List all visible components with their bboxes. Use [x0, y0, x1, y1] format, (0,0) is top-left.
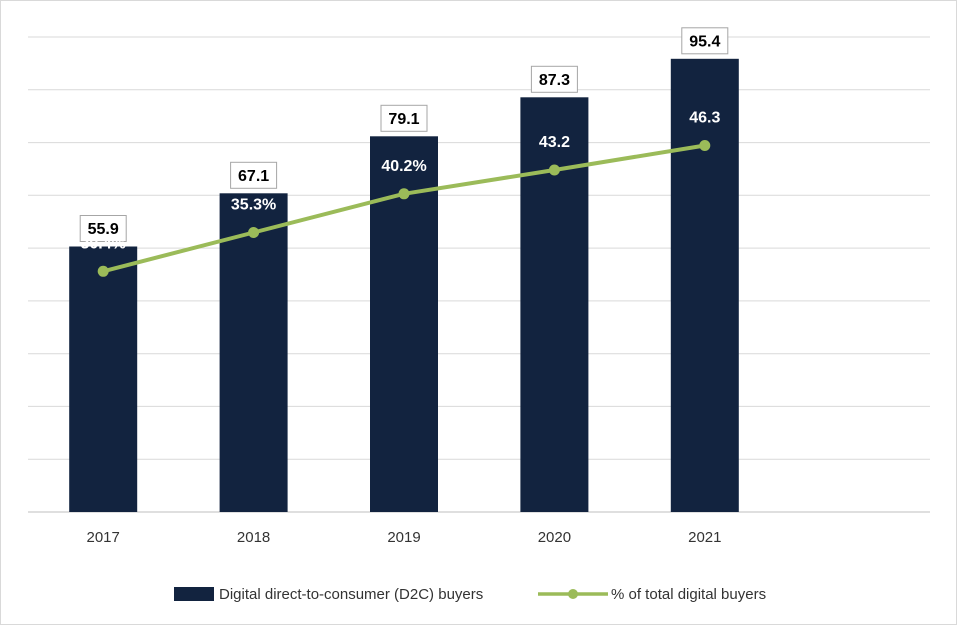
bar	[520, 97, 589, 513]
line-data-label: 35.3%	[231, 197, 276, 214]
line-series	[97, 140, 711, 277]
line-point	[699, 140, 711, 151]
legend-swatch-bar	[174, 587, 214, 601]
x-axis: 2017 2018 2019 2020 2021	[87, 529, 722, 546]
line-data-label: 30.4%	[81, 235, 126, 252]
line-data-label: 40.2%	[381, 158, 426, 175]
line-data-label: 43.2	[539, 134, 570, 151]
x-tick-label: 2018	[237, 529, 270, 546]
legend-swatch-marker	[568, 589, 578, 599]
bar-data-label: 67.1	[238, 168, 269, 185]
legend: Digital direct-to-consumer (D2C) buyers …	[174, 586, 766, 603]
x-tick-label: 2020	[538, 529, 571, 546]
bar-label-box	[380, 104, 428, 132]
legend-label-line: % of total digital buyers	[611, 586, 766, 603]
bar-series	[69, 58, 739, 513]
bar-data-label: 87.3	[539, 72, 570, 89]
x-tick-label: 2021	[688, 529, 721, 546]
line-point	[398, 188, 410, 200]
line-point	[248, 227, 260, 238]
bar-label-box	[230, 161, 278, 189]
bar-label-box	[79, 215, 127, 242]
line-data-label: 46.3	[689, 110, 720, 127]
line-data-labels: 30.4% 35.3% 40.2% 43.2 46.3	[81, 110, 721, 253]
gridlines	[28, 36, 930, 513]
bar	[69, 246, 138, 512]
line-point	[548, 164, 560, 176]
bar-label-box	[530, 65, 578, 93]
line-point	[97, 265, 109, 277]
bar	[670, 58, 739, 513]
x-tick-label: 2019	[387, 529, 420, 546]
bar-data-label: 55.9	[88, 221, 119, 238]
bar	[219, 193, 288, 513]
bar-data-labels: 55.9 67.1 79.1 87.3 95.4	[79, 27, 729, 242]
legend-label-bar: Digital direct-to-consumer (D2C) buyers	[219, 586, 483, 603]
x-tick-label: 2017	[87, 529, 120, 546]
bar-data-label: 95.4	[689, 33, 720, 50]
bar-data-label: 79.1	[388, 111, 419, 128]
bar-label-box	[681, 27, 729, 55]
